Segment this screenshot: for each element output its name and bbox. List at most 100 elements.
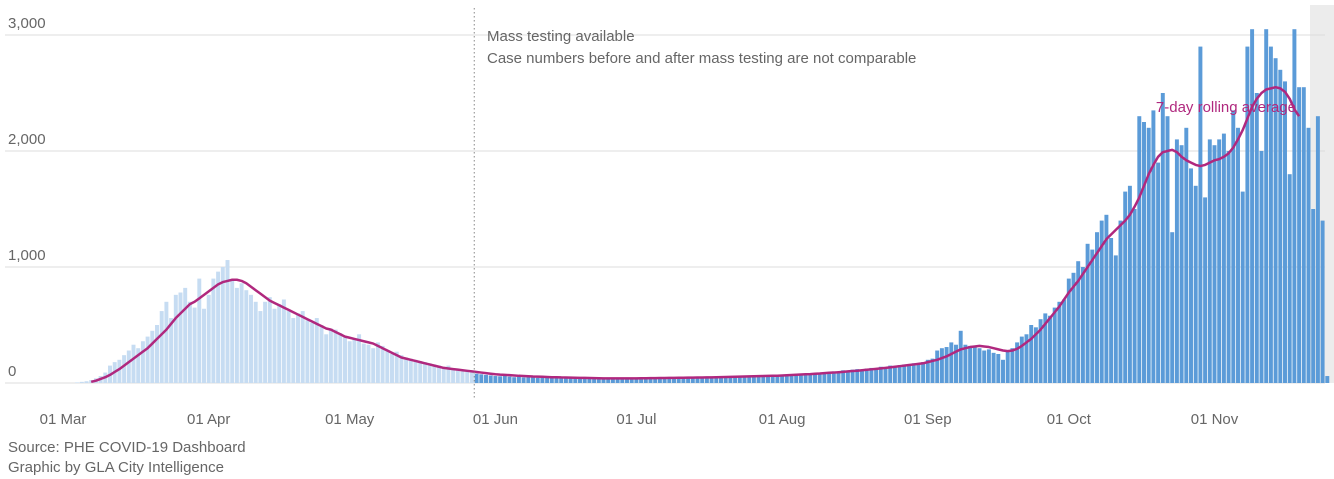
bar: [1268, 46, 1273, 383]
bar: [507, 376, 512, 383]
bar: [601, 378, 606, 383]
bar: [1066, 278, 1071, 383]
bar: [944, 347, 949, 383]
bar: [686, 377, 691, 383]
bar: [982, 350, 987, 383]
bar: [512, 377, 517, 383]
bar: [639, 378, 644, 383]
bar: [1029, 325, 1034, 383]
bar: [451, 369, 456, 383]
bar: [310, 322, 315, 383]
bar: [140, 341, 145, 383]
bar: [1170, 232, 1175, 383]
bar: [841, 370, 846, 383]
bar: [1315, 116, 1320, 383]
x-tick-label: 01 Jun: [473, 411, 518, 428]
bar: [1151, 110, 1156, 384]
bar: [653, 378, 658, 383]
bar: [300, 311, 305, 383]
bar: [1189, 168, 1193, 383]
bar: [540, 377, 545, 383]
bar: [1193, 185, 1198, 383]
bar: [1221, 133, 1226, 383]
bar: [1048, 315, 1052, 383]
bar: [1038, 319, 1043, 383]
bar: [930, 358, 935, 383]
bar: [192, 307, 197, 383]
bar: [794, 374, 799, 383]
bar: [836, 372, 841, 383]
bar: [578, 378, 582, 383]
bar: [596, 378, 601, 383]
bar: [531, 376, 535, 383]
bar: [573, 378, 578, 383]
bar: [357, 334, 362, 383]
bar: [1184, 127, 1189, 383]
bar: [1127, 185, 1132, 383]
bar: [159, 311, 164, 383]
bar: [164, 301, 169, 383]
bar: [202, 308, 206, 383]
bar: [84, 381, 89, 383]
bar: [502, 375, 507, 383]
bar: [719, 376, 723, 383]
bar: [465, 370, 470, 383]
bar: [690, 377, 695, 383]
bar: [258, 311, 263, 383]
source: Source: PHE COVID-19 Dashboard: [8, 439, 246, 456]
bar: [1273, 58, 1278, 383]
bar: [1292, 29, 1297, 383]
bar: [822, 372, 827, 383]
bar: [789, 374, 794, 383]
bar: [455, 370, 460, 383]
bar: [1095, 232, 1099, 383]
bar: [954, 344, 958, 383]
bar: [1278, 69, 1283, 384]
bar: [1217, 139, 1222, 383]
bar: [831, 371, 836, 383]
bar: [446, 365, 451, 383]
bar: [568, 377, 573, 383]
bar: [263, 301, 268, 383]
bar: [808, 373, 813, 383]
bar: [554, 377, 559, 383]
bar: [545, 377, 550, 383]
bar: [643, 378, 648, 383]
bar: [1231, 110, 1236, 384]
bar: [474, 373, 479, 383]
bar: [286, 311, 291, 383]
bar: [361, 343, 366, 383]
bar: [681, 378, 686, 383]
bar: [1001, 359, 1005, 383]
bar: [178, 292, 183, 383]
bar: [469, 371, 474, 383]
bar: [911, 363, 916, 383]
bar: [385, 350, 390, 383]
bar: [1118, 220, 1123, 383]
bar: [667, 378, 672, 383]
bar: [1109, 238, 1114, 383]
bar: [968, 345, 973, 383]
bar: [813, 373, 817, 383]
bar: [145, 336, 150, 383]
x-tick-label: 01 Oct: [1047, 411, 1092, 428]
bar: [220, 267, 225, 383]
bar: [860, 370, 864, 383]
bar: [216, 271, 221, 383]
bar: [1203, 197, 1208, 383]
bar: [244, 290, 249, 383]
bar: [484, 374, 488, 383]
bar: [766, 375, 770, 383]
bar: [1226, 151, 1231, 383]
bar: [629, 378, 634, 383]
bar: [1071, 272, 1076, 383]
bar: [343, 336, 347, 383]
bar: [390, 354, 394, 383]
bar: [784, 375, 789, 383]
bar: [408, 358, 413, 383]
bar: [761, 376, 766, 383]
bar: [1142, 122, 1146, 383]
y-tick-label: 2,000: [8, 131, 46, 148]
bar: [1057, 301, 1062, 383]
bar: [305, 320, 310, 383]
